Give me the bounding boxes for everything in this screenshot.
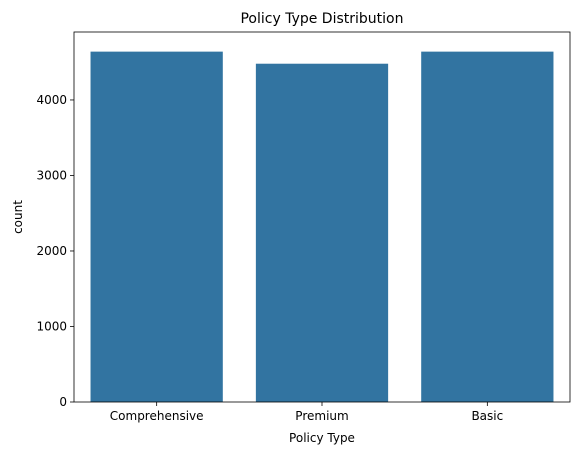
y-axis-ticks: 0 1000 2000 3000 4000 (36, 93, 74, 409)
bar-premium (255, 63, 389, 402)
x-axis-label: Policy Type (289, 431, 355, 445)
y-axis-label: count (11, 200, 25, 234)
bar-comprehensive (90, 51, 223, 402)
plot-frame (73, 31, 571, 403)
x-tick-label: Basic (471, 409, 503, 423)
bar-basic (421, 51, 554, 402)
chart-title: Policy Type Distribution (240, 11, 403, 27)
y-tick-label: 1000 (36, 319, 67, 333)
y-tick-label: 4000 (36, 93, 67, 107)
x-axis-ticks: Comprehensive Premium Basic (110, 402, 503, 423)
x-tick-label: Premium (295, 409, 348, 423)
y-tick-label: 0 (59, 395, 67, 409)
y-tick-label: 2000 (36, 244, 67, 258)
y-tick-label: 3000 (36, 168, 67, 182)
x-tick-label: Comprehensive (110, 409, 204, 423)
bars-group (90, 51, 554, 402)
